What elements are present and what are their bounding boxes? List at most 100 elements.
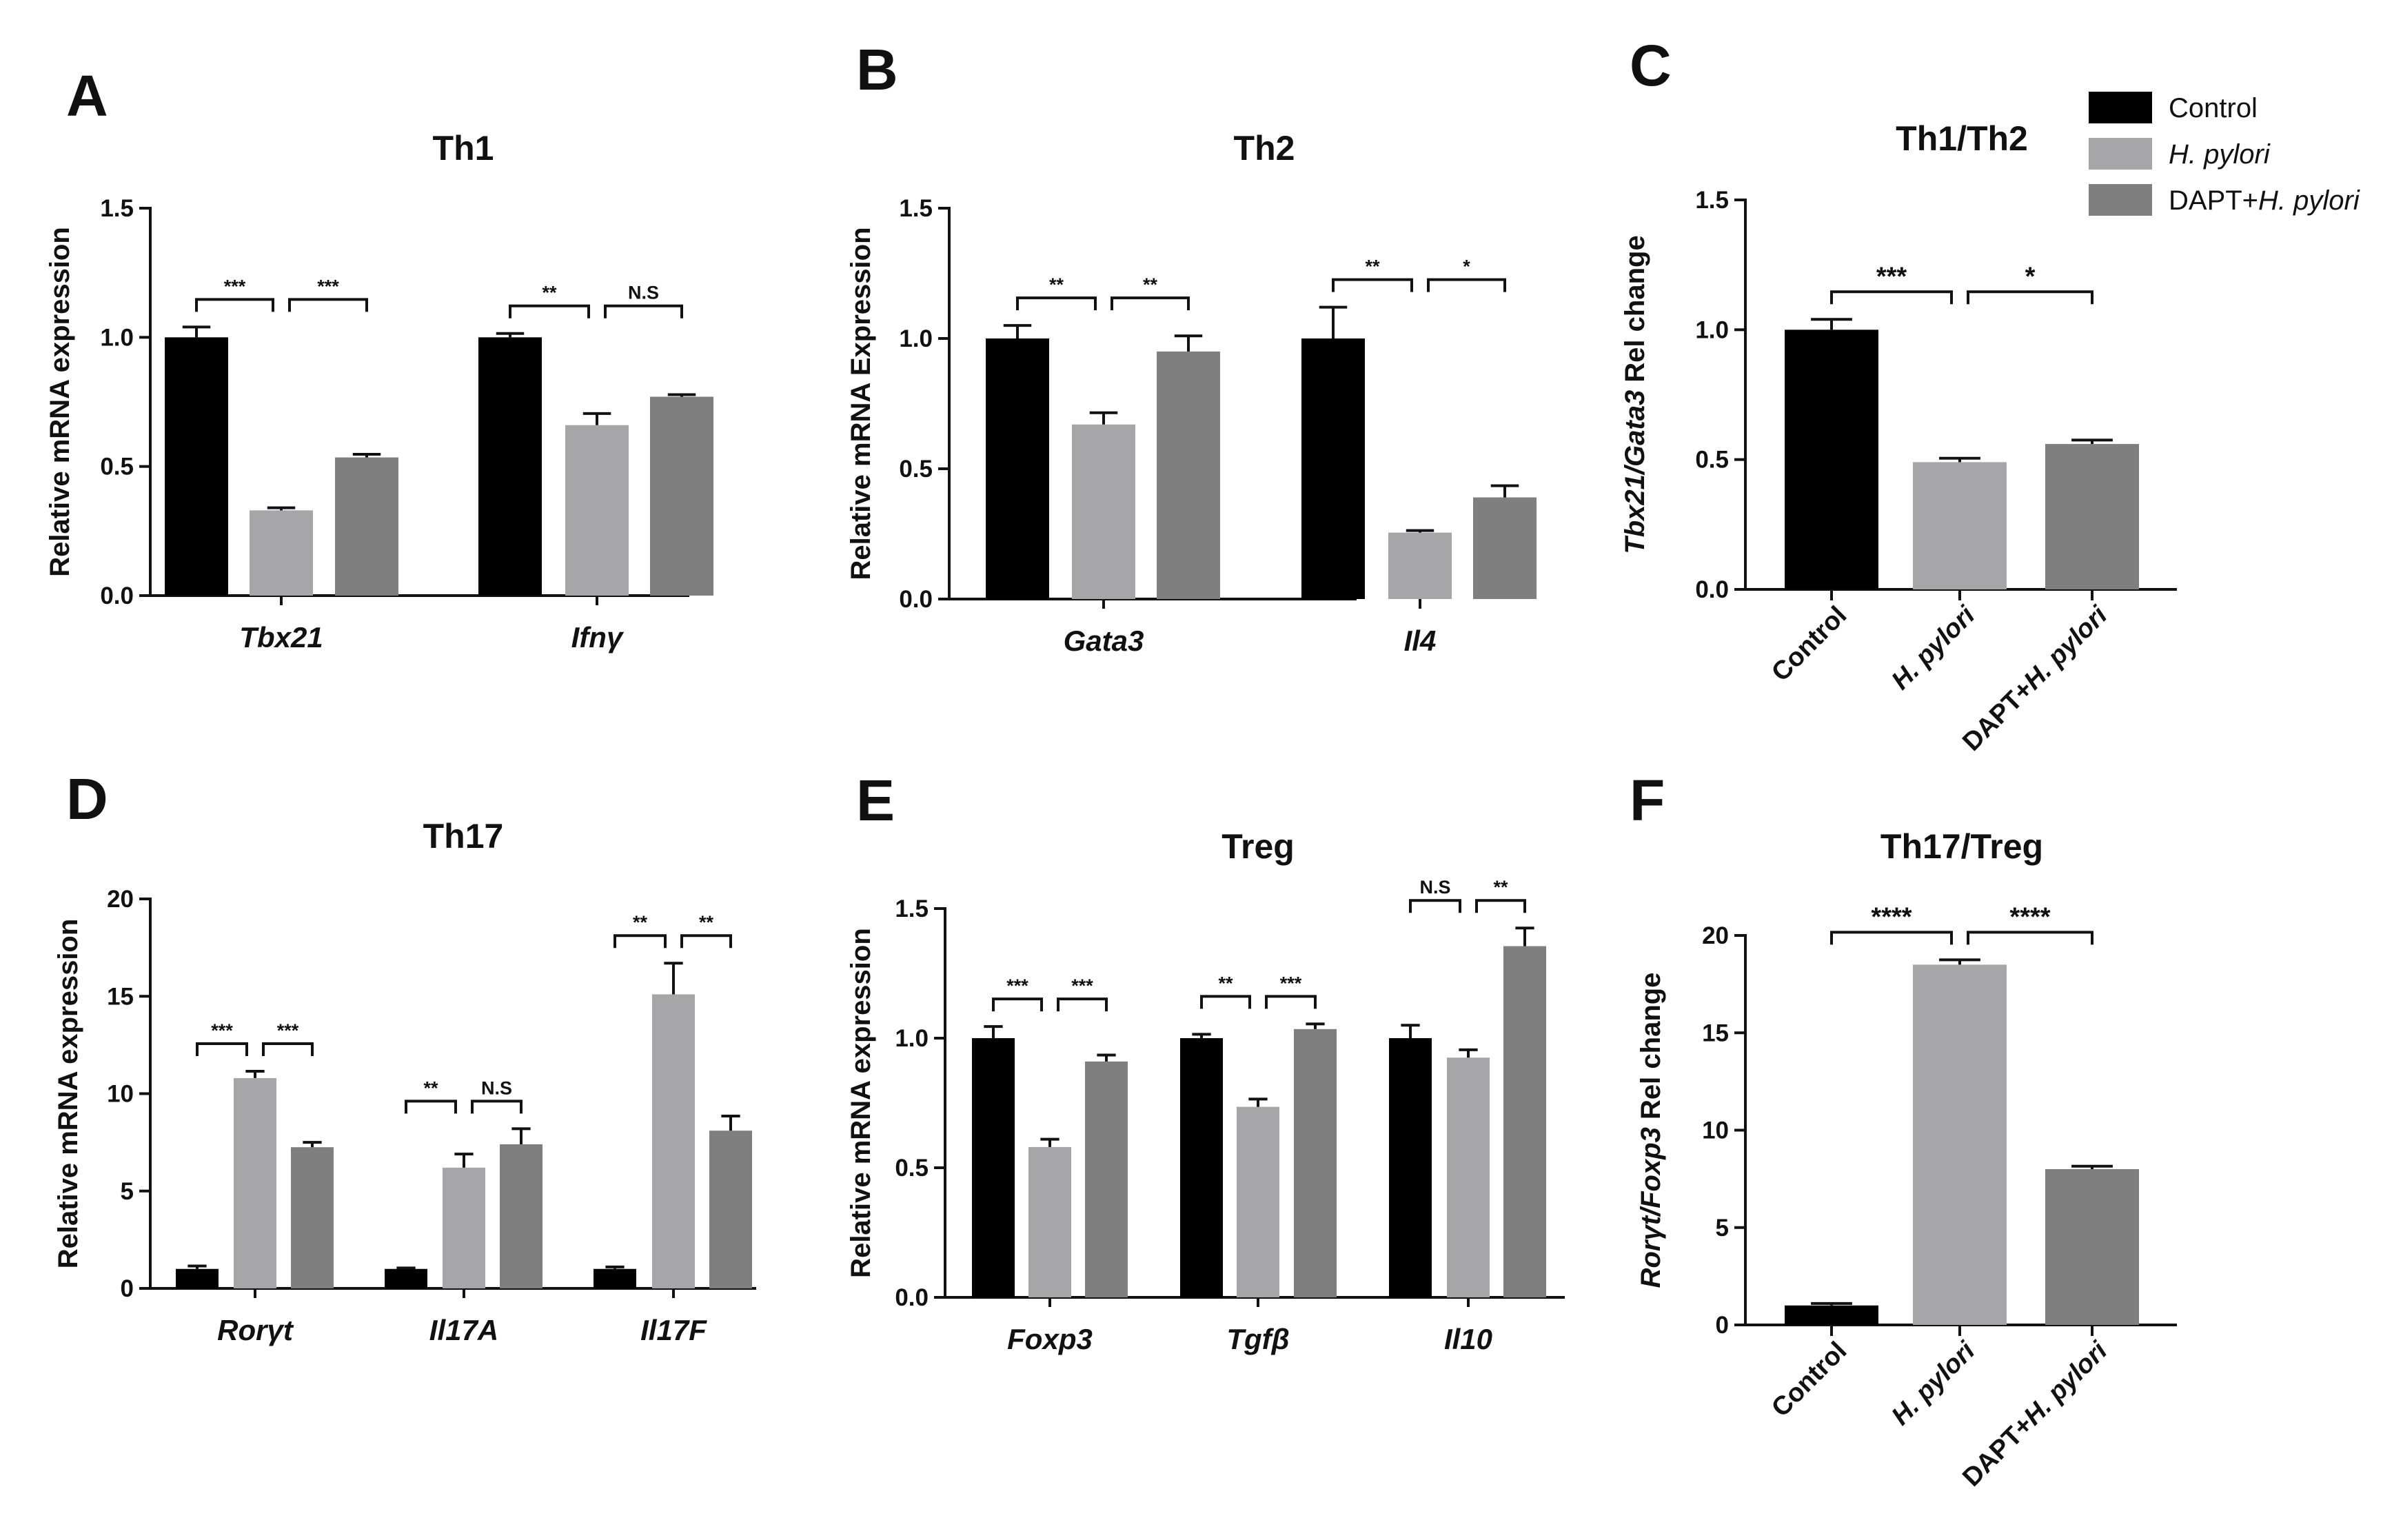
y-axis-label: Rorγt/Foxp3 Rel change xyxy=(1636,973,1666,1288)
y-tick-label: 0.5 xyxy=(1695,447,1729,474)
bar-dapt-h-pylori xyxy=(291,1147,334,1288)
legend-label-part: Control xyxy=(2169,93,2258,123)
bar-dapt-h-pylori xyxy=(1473,497,1537,599)
panel-D: D Th17 0 5 10 15 20 Relative mRNA expression Ror… xyxy=(53,767,756,1346)
bar-dapt-h-pylori xyxy=(2045,444,2139,589)
panel-label-A: A xyxy=(66,63,108,128)
category-label-part: H. pylori xyxy=(1886,600,1981,696)
bar-control xyxy=(1180,1038,1223,1297)
significance-label: * xyxy=(1463,256,1470,277)
significance-bracket xyxy=(195,298,274,312)
bar-control xyxy=(1785,1305,1878,1325)
bar-control xyxy=(478,337,542,596)
significance-bracket xyxy=(614,934,667,949)
bar-control xyxy=(986,338,1049,599)
significance-label: *** xyxy=(1006,975,1028,996)
bar-h-pylori xyxy=(234,1077,276,1288)
significance-bracket xyxy=(1427,278,1506,292)
significance-label: *** xyxy=(1071,975,1093,996)
significance-label: *** xyxy=(1280,973,1302,993)
bar-control xyxy=(594,1268,636,1288)
significance-label: *** xyxy=(1876,262,1907,291)
category-label: Gata3 xyxy=(1064,625,1144,657)
y-axis-label: Relative mRNA Expression xyxy=(846,227,876,580)
category-label: Rorγt xyxy=(217,1314,294,1346)
bar-control xyxy=(972,1038,1015,1297)
category-label-part: DAPT+ xyxy=(1957,1410,2039,1492)
significance-label: N.S xyxy=(1419,877,1450,898)
category-label-part: Control xyxy=(1766,1337,1852,1423)
legend-swatch xyxy=(2089,184,2152,216)
y-axis-label-part: Rel change xyxy=(1620,235,1650,390)
panel-E: E Treg 0.0 0.5 1.0 1.5 Relative mRNA expressio… xyxy=(846,768,1565,1355)
significance-label: * xyxy=(2025,262,2036,291)
y-tick-label: 1.0 xyxy=(1695,316,1729,343)
category-label-part: Control xyxy=(1766,601,1852,687)
panel-label-F: F xyxy=(1630,768,1665,833)
category-label-part: H. pylori xyxy=(2018,600,2113,696)
significance-bracket xyxy=(1830,290,1953,305)
y-axis-label-part: Relative mRNA expression xyxy=(45,227,75,577)
significance-bracket xyxy=(288,298,368,312)
y-tick-label: 0.0 xyxy=(1695,576,1729,603)
category-label-part: DAPT+ xyxy=(1957,675,2039,757)
significance-bracket xyxy=(1057,997,1108,1012)
panel-B: B Th2 0.0 0.5 1.0 1.5 Relative mRNA Expression… xyxy=(846,37,1537,657)
bar-control xyxy=(385,1268,427,1288)
bar-control xyxy=(1785,330,1878,589)
significance-bracket xyxy=(262,1042,314,1057)
significance-bracket xyxy=(509,304,590,318)
significance-bracket xyxy=(471,1100,523,1114)
significance-bracket xyxy=(1967,931,2093,945)
legend-label-part: DAPT+ xyxy=(2169,185,2258,216)
panel-label-B: B xyxy=(856,37,898,102)
y-tick-label: 15 xyxy=(107,983,134,1010)
significance-bracket xyxy=(1332,278,1413,292)
significance-bracket xyxy=(1475,899,1526,913)
category-label: Control xyxy=(1766,1337,1852,1423)
y-tick-label: 0.0 xyxy=(895,1284,929,1311)
category-label: Foxp3 xyxy=(1007,1323,1093,1355)
bar-dapt-h-pylori xyxy=(335,457,398,596)
bar-h-pylori xyxy=(1388,532,1452,599)
y-tick-label: 1.0 xyxy=(100,324,134,351)
category-label: Il4 xyxy=(1404,625,1437,657)
significance-bracket xyxy=(1967,290,2093,305)
category-label: H. pylori xyxy=(1886,600,1981,696)
y-axis-label-part: Relative mRNA expression xyxy=(53,919,83,1269)
y-tick-label: 20 xyxy=(107,886,134,913)
legend-label: DAPT+H. pylori xyxy=(2169,185,2360,216)
y-axis-label-part: Relative mRNA expression xyxy=(846,928,876,1278)
legend-swatch xyxy=(2089,92,2152,123)
category-label: Tgfβ xyxy=(1226,1323,1289,1355)
y-axis-label: Relative mRNA expression xyxy=(53,919,83,1269)
panel-title: Th17/Treg xyxy=(1880,827,2043,866)
panel-label-E: E xyxy=(856,768,895,833)
y-axis-label-part: Rorγt/Foxp3 xyxy=(1636,1127,1666,1288)
significance-bracket xyxy=(1200,995,1251,1009)
y-tick-label: 0.5 xyxy=(100,454,134,480)
y-tick-label: 5 xyxy=(121,1178,134,1205)
significance-bracket xyxy=(1016,296,1097,311)
y-tick-label: 10 xyxy=(1702,1117,1729,1144)
bar-control xyxy=(1389,1038,1432,1297)
y-axis-label: Relative mRNA expression xyxy=(45,227,75,577)
significance-label: ** xyxy=(633,912,648,933)
y-tick-label: 1.5 xyxy=(899,195,933,222)
y-tick-label: 1.5 xyxy=(1695,187,1729,214)
bar-h-pylori xyxy=(652,994,695,1288)
legend-label-part: H. pylori xyxy=(2169,139,2271,170)
bar-dapt-h-pylori xyxy=(709,1131,752,1288)
category-label: H. pylori xyxy=(1886,1336,1981,1431)
bar-dapt-h-pylori xyxy=(1085,1061,1128,1297)
significance-bracket xyxy=(1830,931,1953,945)
y-tick-label: 1.0 xyxy=(899,325,933,352)
y-tick-label: 0.0 xyxy=(100,582,134,609)
category-label: Il17A xyxy=(429,1314,498,1346)
significance-bracket xyxy=(405,1100,457,1114)
significance-label: ** xyxy=(1218,973,1233,993)
panel-title: Th1/Th2 xyxy=(1896,119,2028,158)
legend-label-part: H. pylori xyxy=(2258,185,2360,216)
y-tick-label: 1.5 xyxy=(895,895,929,922)
